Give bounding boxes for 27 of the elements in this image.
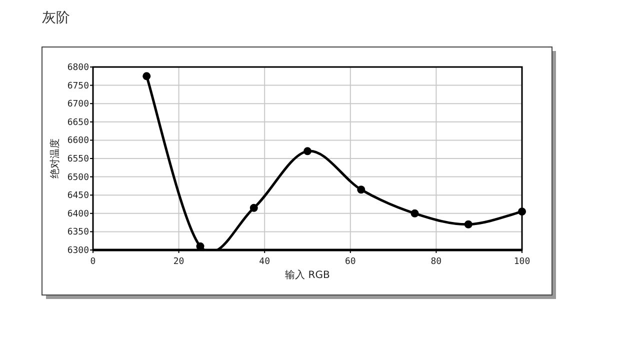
y-tick-label: 6750	[67, 81, 89, 92]
chart-title: 灰阶	[42, 10, 70, 26]
y-tick-label: 6550	[67, 154, 89, 164]
y-axis-title: 绝对温度	[49, 138, 61, 178]
y-tick-label: 6700	[67, 100, 89, 110]
point	[518, 208, 526, 216]
y-tick-label: 6500	[67, 172, 89, 183]
point	[464, 220, 472, 228]
x-tick-label: 40	[259, 257, 270, 267]
y-tick-label: 6450	[67, 191, 89, 202]
x-tick-label: 20	[173, 257, 184, 267]
point	[410, 209, 419, 218]
x-tick-label: 80	[430, 257, 442, 267]
point	[142, 72, 151, 80]
x-tick-label: 60	[344, 257, 356, 267]
y-tick-label: 6600	[67, 136, 89, 146]
y-tick-label: 6350	[67, 228, 89, 238]
point	[250, 204, 258, 212]
point	[357, 186, 366, 194]
y-tick-label: 6300	[67, 246, 89, 256]
x-axis-title: 输入 RGB	[285, 269, 330, 281]
point	[304, 147, 312, 156]
y-tick-label: 6800	[67, 63, 89, 73]
y-tick-label: 6650	[67, 118, 89, 128]
y-tick-label: 6400	[67, 209, 89, 220]
x-tick-label: 100	[514, 257, 530, 267]
x-tick-label: 0	[90, 257, 96, 267]
